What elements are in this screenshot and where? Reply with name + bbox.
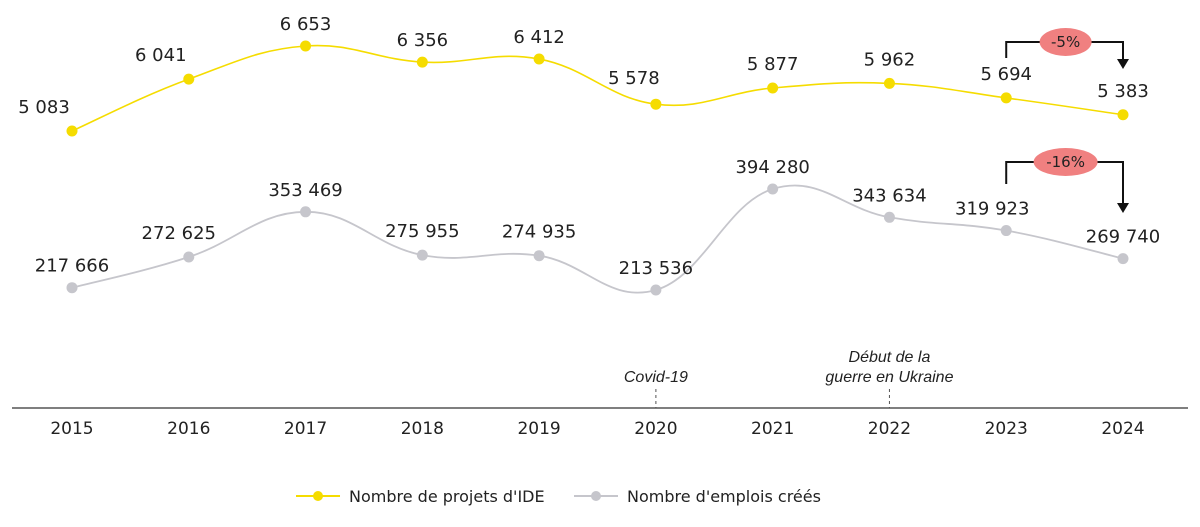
- data-point: [300, 40, 312, 52]
- change-badge: [1039, 28, 1092, 56]
- change-badge-label: -16%: [1046, 153, 1085, 171]
- data-label: 5 083: [18, 97, 70, 118]
- data-label: 353 469: [268, 180, 342, 201]
- data-label: 5 962: [864, 49, 916, 70]
- data-label: 5 877: [747, 54, 799, 75]
- series-2: 217 666 272 625 353 469 275 955 274 935 213 5…: [35, 157, 1160, 296]
- data-point: [1000, 225, 1012, 237]
- data-label: 6 041: [135, 45, 187, 66]
- data-label: 213 536: [619, 258, 693, 279]
- legend-label: Nombre de projets d'IDE: [349, 487, 545, 506]
- series-group: 5 083 6 041 6 653 6 356 6 412 5 578 5 877 5 962…: [18, 14, 1160, 296]
- data-point: [883, 211, 895, 223]
- change-arrow-head: [1117, 59, 1129, 69]
- data-label: 6 412: [513, 27, 565, 48]
- legend-swatch-marker: [313, 491, 323, 501]
- event-annotations: Covid-19 Début de la guerre en Ukraine: [624, 349, 954, 408]
- series-1: 5 083 6 041 6 653 6 356 6 412 5 578 5 877 5 962…: [18, 14, 1149, 137]
- data-label: 5 694: [980, 64, 1032, 85]
- x-tick-label: 2019: [517, 419, 560, 439]
- data-point: [883, 77, 895, 89]
- legend-label: Nombre d'emplois créés: [627, 487, 821, 506]
- data-label: 217 666: [35, 256, 109, 277]
- data-label: 5 578: [608, 68, 660, 89]
- legend-swatch-marker: [591, 491, 601, 501]
- data-point: [767, 82, 779, 94]
- x-tick-label: 2020: [634, 419, 677, 439]
- data-point: [183, 251, 195, 263]
- data-point: [300, 206, 312, 218]
- data-label: 272 625: [142, 223, 216, 244]
- data-point: [650, 284, 662, 296]
- x-tick-label: 2016: [167, 419, 210, 439]
- data-label: 6 356: [397, 30, 449, 51]
- change-arrow-head: [1117, 203, 1129, 213]
- x-axis: 2015 2016 2017 2018 2019 2020 2021 2022 2023 2024: [12, 407, 1188, 439]
- data-point: [1000, 92, 1012, 104]
- annotation-text: guerre en Ukraine: [825, 369, 953, 386]
- x-tick-label: 2015: [50, 419, 93, 439]
- annotation-text: Covid-19: [624, 369, 688, 386]
- data-label: 269 740: [1086, 227, 1160, 248]
- data-point: [767, 183, 779, 195]
- data-label: 274 935: [502, 222, 576, 243]
- change-indicators: -5% -16%: [1005, 28, 1129, 213]
- legend-item: Nombre de projets d'IDE: [296, 487, 545, 506]
- data-label: 5 383: [1097, 81, 1149, 102]
- data-label: 394 280: [735, 157, 809, 178]
- data-point: [1117, 109, 1129, 121]
- legend: Nombre de projets d'IDE Nombre d'emplois …: [296, 487, 821, 506]
- data-point: [66, 282, 78, 294]
- x-tick-label: 2018: [401, 419, 444, 439]
- data-point: [416, 249, 428, 261]
- data-label: 343 634: [852, 185, 926, 206]
- data-point: [533, 250, 545, 262]
- x-tick-label: 2024: [1101, 419, 1144, 439]
- data-label: 319 923: [955, 199, 1029, 220]
- data-point: [416, 56, 428, 68]
- data-point: [533, 53, 545, 65]
- change-indicator: -16%: [1005, 148, 1129, 213]
- series-line: [71, 184, 1124, 294]
- data-point: [1117, 253, 1129, 265]
- data-label: 275 955: [385, 221, 459, 242]
- change-badge: [1033, 148, 1098, 176]
- change-badge-label: -5%: [1051, 33, 1080, 51]
- x-tick-label: 2023: [985, 419, 1028, 439]
- legend-item: Nombre d'emplois créés: [574, 487, 821, 506]
- data-point: [650, 98, 662, 110]
- x-tick-label: 2017: [284, 419, 327, 439]
- x-tick-label: 2021: [751, 419, 794, 439]
- data-point: [66, 125, 78, 137]
- data-point: [183, 73, 195, 85]
- series-line: [71, 44, 1124, 132]
- change-indicator: -5%: [1005, 28, 1129, 69]
- data-label: 6 653: [280, 14, 332, 35]
- annotation-text: Début de la: [849, 349, 931, 366]
- x-tick-label: 2022: [868, 419, 911, 439]
